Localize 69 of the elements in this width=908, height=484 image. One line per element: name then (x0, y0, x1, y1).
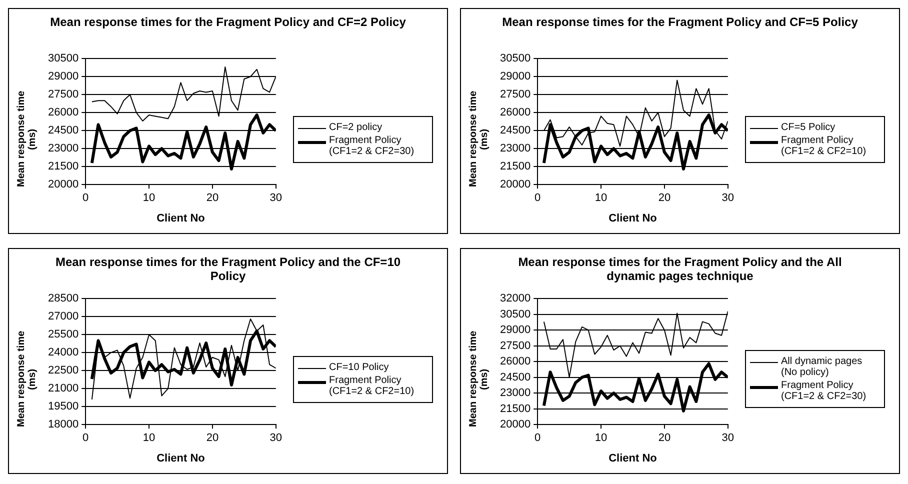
y-tick-label: 21500 (500, 402, 531, 415)
y-tick-label: 29000 (500, 70, 531, 83)
legend-label: CF=5 Policy (781, 122, 836, 132)
x-tick-label: 20 (658, 432, 671, 444)
x-tick-label: 10 (594, 192, 608, 204)
y-tick-label: 18000 (48, 418, 79, 431)
chart-title: Mean response times for the Fragment Policy and the All dynamic pages technique (517, 254, 843, 285)
chart-title: Mean response times for the Fragment Policy and CF=5 Policy (501, 14, 859, 31)
legend-label: CF=10 Policy (329, 362, 390, 372)
x-tick-label: 0 (534, 192, 541, 204)
x-tick-label: 20 (658, 192, 671, 204)
y-tick-label: 26000 (500, 106, 531, 119)
y-tick-label: 23000 (48, 142, 79, 155)
y-axis-title: Mean response time (ms) (16, 90, 38, 190)
y-tick-label: 22500 (48, 364, 79, 377)
y-tick-label: 23000 (500, 142, 531, 155)
legend-label: Fragment Policy (CF1=2 & CF2=30) (329, 134, 416, 156)
x-tick-label: 0 (82, 192, 89, 204)
y-tick-label: 24000 (48, 346, 79, 359)
y-axis-title: Mean response time (ms) (16, 330, 38, 430)
y-tick-label: 24500 (48, 124, 79, 137)
y-tick-label: 19500 (48, 400, 79, 413)
y-tick-label: 26000 (500, 356, 531, 368)
x-axis-title: Client No (156, 452, 206, 464)
x-axis-title: Client No (156, 212, 206, 224)
legend-label: Fragment Policy (CF1=2 & CF2=30) (781, 380, 868, 402)
x-tick-label: 30 (270, 192, 282, 204)
x-tick-label: 10 (142, 432, 156, 444)
y-tick-label: 27500 (500, 88, 531, 101)
legend-label: All dynamic pages (No policy) (781, 356, 864, 378)
y-tick-label: 30500 (48, 52, 79, 65)
y-tick-label: 32000 (500, 292, 531, 305)
chart-title: Mean response times for the Fragment Policy and the CF=10 Policy (54, 254, 402, 285)
x-tick-label: 30 (270, 432, 282, 444)
x-tick-label: 20 (206, 432, 219, 444)
y-tick-label: 21500 (48, 160, 79, 173)
y-tick-label: 26000 (48, 106, 79, 119)
y-tick-label: 27000 (48, 310, 79, 323)
legend-label: Fragment Policy (CF1=2 & CF2=10) (329, 374, 416, 396)
legend-label: Fragment Policy (CF1=2 & CF2=10) (781, 134, 868, 156)
x-tick-label: 0 (534, 432, 541, 444)
y-tick-label: 27500 (48, 88, 79, 101)
y-tick-label: 27500 (500, 340, 531, 352)
y-tick-label: 30500 (500, 308, 531, 320)
y-tick-label: 29000 (48, 70, 79, 83)
y-tick-label: 24500 (500, 371, 531, 384)
y-tick-label: 21500 (500, 160, 531, 173)
y-tick-label: 30500 (500, 52, 531, 65)
x-axis-title: Client No (608, 212, 658, 224)
x-tick-label: 30 (722, 192, 734, 204)
x-tick-label: 0 (82, 432, 89, 444)
legend-label: CF=2 policy (329, 122, 384, 132)
chart-title: Mean response times for the Fragment Policy and CF=2 Policy (49, 14, 407, 31)
y-tick-label: 24500 (500, 124, 531, 137)
y-axis-title: Mean response time (ms) (468, 330, 490, 430)
y-tick-label: 23000 (500, 387, 531, 400)
x-axis-title: Client No (608, 452, 658, 464)
y-axis-title: Mean response time (ms) (468, 90, 490, 190)
y-tick-label: 25500 (48, 328, 79, 341)
x-tick-label: 30 (722, 432, 734, 444)
y-tick-label: 20000 (500, 178, 531, 191)
y-tick-label: 21000 (48, 382, 79, 395)
y-tick-label: 28500 (48, 292, 79, 305)
x-tick-label: 10 (142, 192, 156, 204)
y-tick-label: 20000 (500, 418, 531, 431)
y-tick-label: 20000 (48, 178, 79, 191)
x-tick-label: 10 (594, 432, 608, 444)
x-tick-label: 20 (206, 192, 219, 204)
y-tick-label: 29000 (500, 324, 531, 336)
